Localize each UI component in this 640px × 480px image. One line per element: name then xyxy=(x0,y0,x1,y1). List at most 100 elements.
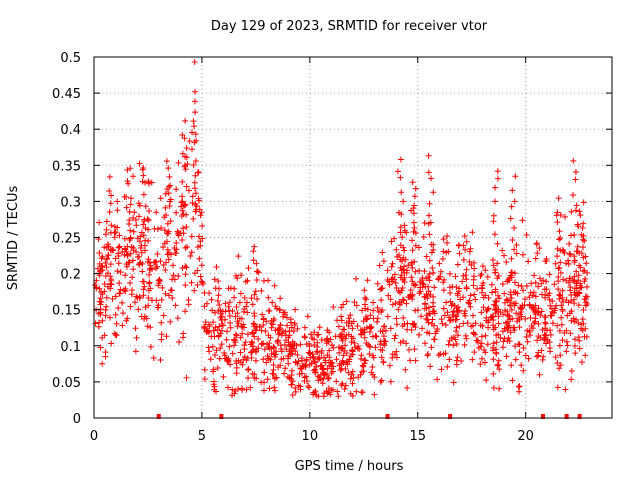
data-point xyxy=(334,388,341,395)
data-point xyxy=(111,223,118,230)
data-point xyxy=(512,173,519,180)
data-point xyxy=(333,378,340,385)
data-point xyxy=(292,348,299,355)
y-tick-label: 0.4 xyxy=(60,123,81,138)
data-point xyxy=(574,221,581,228)
data-point xyxy=(216,323,223,330)
data-point xyxy=(397,256,404,263)
data-point xyxy=(243,299,250,306)
data-point xyxy=(281,370,288,377)
data-point xyxy=(345,315,352,322)
data-point xyxy=(563,297,570,304)
data-point xyxy=(516,383,523,390)
data-point xyxy=(453,312,460,319)
data-point xyxy=(191,179,198,186)
data-point xyxy=(330,386,337,393)
y-tick-label: 0.45 xyxy=(52,87,81,102)
data-point xyxy=(435,276,442,283)
data-point xyxy=(467,292,474,299)
data-point xyxy=(397,156,404,163)
data-point xyxy=(112,255,119,262)
data-point xyxy=(349,325,356,332)
data-point xyxy=(460,242,467,249)
data-point xyxy=(163,158,170,165)
data-point xyxy=(509,237,516,244)
data-point xyxy=(401,227,408,234)
data-point xyxy=(520,367,527,374)
data-point xyxy=(513,241,520,248)
data-point xyxy=(165,165,172,172)
data-point xyxy=(480,304,487,311)
data-point xyxy=(560,248,567,255)
data-point xyxy=(190,118,197,125)
data-point xyxy=(425,319,432,326)
data-point xyxy=(252,327,259,334)
data-point xyxy=(570,191,577,198)
data-point xyxy=(317,376,324,383)
data-point xyxy=(508,295,515,302)
data-point xyxy=(378,377,385,384)
data-point xyxy=(397,229,404,236)
data-point xyxy=(116,243,123,250)
data-point xyxy=(108,222,115,229)
data-point xyxy=(441,276,448,283)
data-point xyxy=(132,325,139,332)
data-point xyxy=(425,152,432,159)
data-point xyxy=(450,308,457,315)
data-point xyxy=(431,336,438,343)
data-point xyxy=(238,272,245,279)
data-point xyxy=(443,249,450,256)
data-point xyxy=(165,292,172,299)
data-point xyxy=(174,315,181,322)
data-point xyxy=(518,308,525,315)
data-point xyxy=(412,268,419,275)
data-point xyxy=(250,330,257,337)
data-point xyxy=(296,371,303,378)
data-point xyxy=(466,248,473,255)
data-point xyxy=(207,356,214,363)
data-point xyxy=(371,374,378,381)
data-point xyxy=(131,299,138,306)
data-point xyxy=(212,324,219,331)
data-point xyxy=(120,310,127,317)
data-point xyxy=(399,323,406,330)
data-point xyxy=(197,212,204,219)
data-point xyxy=(454,332,461,339)
data-point xyxy=(166,183,173,190)
data-point xyxy=(328,341,335,348)
data-point xyxy=(301,324,308,331)
data-point xyxy=(278,356,285,363)
data-point xyxy=(573,202,580,209)
data-point xyxy=(557,235,564,242)
data-point xyxy=(439,320,446,327)
data-point xyxy=(505,313,512,320)
data-point xyxy=(381,342,388,349)
data-point xyxy=(99,317,106,324)
data-point xyxy=(532,318,539,325)
data-point xyxy=(158,296,165,303)
data-point xyxy=(173,209,180,216)
data-point xyxy=(440,236,447,243)
data-point xyxy=(426,200,433,207)
data-point xyxy=(577,264,584,271)
data-point xyxy=(194,267,201,274)
data-point xyxy=(461,232,468,239)
data-point xyxy=(404,326,411,333)
data-point xyxy=(102,259,109,266)
data-point xyxy=(411,282,418,289)
data-point xyxy=(119,322,126,329)
data-point xyxy=(108,276,115,283)
data-point xyxy=(108,247,115,254)
data-point xyxy=(522,352,529,359)
data-point xyxy=(401,247,408,254)
data-point xyxy=(139,268,146,275)
data-point xyxy=(213,263,220,270)
data-point xyxy=(488,314,495,321)
data-point xyxy=(269,299,276,306)
data-point xyxy=(249,340,256,347)
data-point xyxy=(564,342,571,349)
data-point xyxy=(345,322,352,329)
data-point xyxy=(98,262,105,269)
data-point xyxy=(479,285,486,292)
data-point xyxy=(192,131,199,138)
